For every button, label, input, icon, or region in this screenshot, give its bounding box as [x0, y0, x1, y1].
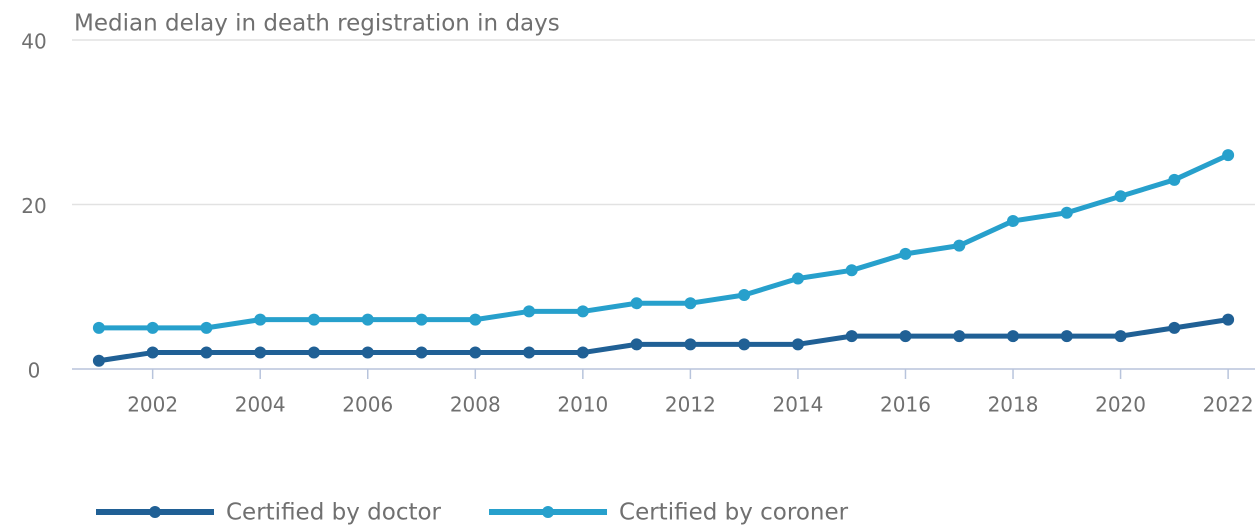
point — [684, 338, 697, 351]
point — [953, 239, 966, 252]
point — [791, 338, 804, 351]
legend-marker — [149, 506, 161, 518]
point — [953, 330, 966, 343]
point — [361, 346, 374, 359]
x-tick-label: 2006 — [342, 393, 393, 417]
point — [254, 313, 267, 326]
point — [1114, 190, 1127, 203]
point — [845, 330, 858, 343]
y-tick-label: 40 — [21, 30, 46, 54]
x-tick-label: 2016 — [880, 393, 931, 417]
point — [1007, 330, 1020, 343]
point — [738, 338, 751, 351]
point — [1222, 149, 1235, 162]
point — [469, 313, 482, 326]
point — [361, 313, 374, 326]
x-tick-label: 2014 — [772, 393, 823, 417]
point — [92, 321, 105, 334]
point — [146, 346, 159, 359]
point — [254, 346, 267, 359]
x-tick-label: 2012 — [665, 393, 716, 417]
y-tick-label: 20 — [21, 194, 46, 218]
point — [845, 264, 858, 277]
point — [523, 305, 536, 318]
point — [1222, 313, 1235, 326]
point — [469, 346, 482, 359]
point — [576, 305, 589, 318]
x-tick-label: 2002 — [127, 393, 178, 417]
point — [523, 346, 536, 359]
point — [146, 321, 159, 334]
point — [307, 346, 320, 359]
point — [576, 346, 589, 359]
point — [1168, 321, 1181, 334]
point — [791, 272, 804, 285]
point — [200, 346, 213, 359]
point — [1007, 214, 1020, 227]
legend-marker — [542, 506, 555, 518]
point — [92, 354, 105, 367]
point — [630, 338, 643, 351]
x-tick-label: 2022 — [1203, 393, 1254, 417]
point — [307, 313, 320, 326]
point — [738, 288, 751, 301]
y-tick-label: 0 — [28, 359, 41, 383]
point — [1060, 206, 1073, 219]
x-tick-label: 2018 — [988, 393, 1039, 417]
point — [415, 346, 428, 359]
point — [684, 297, 697, 310]
x-tick-label: 2008 — [450, 393, 501, 417]
point — [630, 297, 643, 310]
series-line — [98, 152, 1230, 331]
point — [899, 247, 912, 260]
point — [1060, 330, 1073, 343]
chart-title: Median delay in death registration in da… — [74, 11, 560, 37]
x-tick-label: 2004 — [235, 393, 286, 417]
legend-label: Certified by doctor — [226, 500, 442, 526]
series-line — [98, 317, 1229, 364]
point — [200, 321, 213, 334]
point — [899, 330, 912, 343]
x-tick-label: 2020 — [1095, 393, 1146, 417]
point — [415, 313, 428, 326]
x-tick-label: 2010 — [557, 393, 608, 417]
legend-label: Certified by coroner — [619, 500, 849, 526]
point — [1114, 330, 1127, 343]
point — [1168, 173, 1181, 186]
